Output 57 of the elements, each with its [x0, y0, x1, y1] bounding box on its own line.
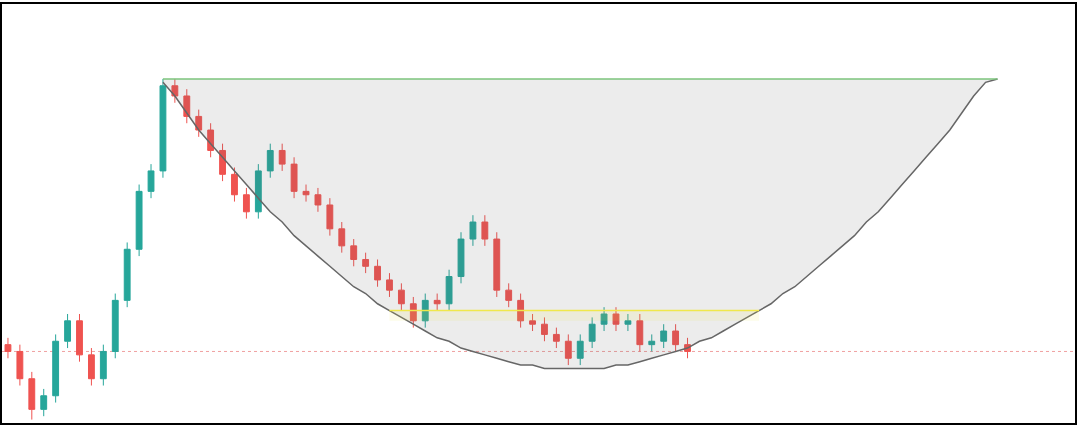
candlestick [600, 306, 608, 332]
candlestick [660, 323, 668, 349]
candlestick [588, 316, 596, 349]
candlestick [326, 197, 334, 237]
candlestick [517, 293, 525, 329]
candlestick [4, 337, 12, 359]
candlestick [76, 313, 83, 363]
candlestick [195, 109, 203, 138]
candlestick [99, 344, 107, 387]
candlestick [433, 293, 441, 312]
candlestick [493, 231, 501, 298]
candlestick [374, 258, 381, 288]
candlestick [421, 293, 429, 329]
candlestick [481, 214, 489, 247]
candlestick [231, 167, 238, 203]
candlestick [207, 122, 215, 158]
candlestick [183, 88, 191, 124]
candlestick [302, 184, 310, 203]
candlestick [266, 143, 274, 179]
candlestick [624, 313, 632, 332]
candlestick [290, 156, 298, 199]
candlestick [338, 221, 346, 254]
candlestick [159, 78, 167, 179]
candlestick [314, 187, 322, 213]
candlestick [64, 313, 71, 349]
candlestick [648, 333, 656, 352]
candlestick [135, 184, 143, 257]
candlestick [111, 293, 119, 359]
candlestick [16, 344, 24, 387]
candlestick [505, 282, 513, 308]
candlestick [362, 252, 370, 274]
candlestick [278, 143, 286, 172]
candlestick [254, 163, 262, 220]
candlestick [552, 327, 560, 349]
candlestick [52, 333, 60, 404]
candlestick [672, 323, 680, 352]
candlestick [576, 333, 584, 366]
candlestick [28, 371, 36, 421]
candlestick [171, 78, 179, 104]
candlestick [350, 238, 358, 267]
candlestick [40, 388, 48, 417]
candlestick [409, 296, 417, 329]
candlestick [386, 272, 393, 298]
candlestick [636, 313, 644, 352]
candlestick [88, 347, 95, 387]
candlestick [219, 143, 226, 182]
candlestick [529, 313, 536, 332]
candlestick [469, 214, 477, 247]
candlestick [147, 163, 155, 199]
candlestick [242, 187, 250, 220]
candlestick [564, 333, 572, 366]
candlestick [123, 241, 131, 308]
candlestick [397, 282, 405, 312]
candlestick [612, 306, 620, 332]
candlestick [445, 269, 453, 312]
candlestick [541, 316, 548, 342]
candlestick [457, 231, 465, 284]
